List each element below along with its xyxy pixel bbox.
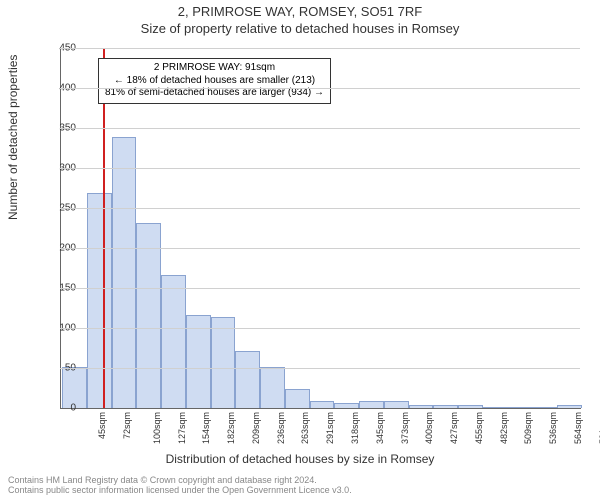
- histogram-bar: [285, 389, 310, 408]
- histogram-bar: [310, 401, 335, 408]
- histogram-bar: [136, 223, 161, 408]
- histogram-bar: [508, 407, 533, 408]
- x-tick-label: 427sqm: [449, 412, 459, 444]
- x-tick-label: 373sqm: [400, 412, 410, 444]
- x-tick-label: 318sqm: [350, 412, 360, 444]
- histogram-bar: [359, 401, 384, 408]
- histogram-bar: [211, 317, 236, 408]
- histogram-bar: [532, 407, 557, 408]
- annotation-line2: ← 18% of detached houses are smaller (21…: [105, 75, 324, 88]
- histogram-bar: [409, 405, 434, 408]
- x-tick-label: 455sqm: [474, 412, 484, 444]
- x-tick-label: 127sqm: [177, 412, 187, 444]
- gridline: [60, 368, 580, 369]
- annotation-box: 2 PRIMROSE WAY: 91sqm ← 18% of detached …: [98, 58, 331, 104]
- gridline: [60, 88, 580, 89]
- gridline: [60, 168, 580, 169]
- histogram-bar: [260, 367, 285, 408]
- histogram-bar: [483, 407, 508, 408]
- x-tick-label: 482sqm: [499, 412, 509, 444]
- gridline: [60, 328, 580, 329]
- page-title-line1: 2, PRIMROSE WAY, ROMSEY, SO51 7RF: [0, 0, 600, 19]
- y-tick-label: 0: [46, 403, 76, 414]
- histogram-bar: [384, 401, 409, 408]
- gridline: [60, 248, 580, 249]
- x-tick-label: 564sqm: [573, 412, 583, 444]
- x-tick-label: 536sqm: [548, 412, 558, 444]
- x-tick-label: 345sqm: [375, 412, 385, 444]
- x-tick-label: 209sqm: [251, 412, 261, 444]
- page-title-line2: Size of property relative to detached ho…: [0, 19, 600, 36]
- y-axis-label: Number of detached properties: [6, 55, 20, 220]
- histogram-bar: [557, 405, 582, 408]
- x-tick-label: 400sqm: [424, 412, 434, 444]
- x-axis-label: Distribution of detached houses by size …: [0, 452, 600, 466]
- histogram-bar: [87, 193, 112, 408]
- x-tick-label: 100sqm: [152, 412, 162, 444]
- footer-line2: Contains public sector information licen…: [8, 486, 352, 496]
- histogram-bar: [235, 351, 260, 408]
- x-tick-label: 154sqm: [201, 412, 211, 444]
- x-tick-label: 509sqm: [523, 412, 533, 444]
- gridline: [60, 128, 580, 129]
- x-tick-label: 236sqm: [276, 412, 286, 444]
- histogram-bar: [458, 405, 483, 408]
- x-tick-label: 291sqm: [325, 412, 335, 444]
- gridline: [60, 208, 580, 209]
- histogram-bar: [161, 275, 186, 408]
- histogram-bar: [334, 403, 359, 408]
- histogram-bar: [433, 405, 458, 408]
- x-tick-label: 45sqm: [97, 412, 107, 439]
- annotation-line1: 2 PRIMROSE WAY: 91sqm: [105, 62, 324, 75]
- footer-attribution: Contains HM Land Registry data © Crown c…: [8, 476, 352, 496]
- gridline: [60, 288, 580, 289]
- gridline: [60, 48, 580, 49]
- x-tick-label: 263sqm: [301, 412, 311, 444]
- x-tick-label: 72sqm: [122, 412, 132, 439]
- x-tick-label: 182sqm: [226, 412, 236, 444]
